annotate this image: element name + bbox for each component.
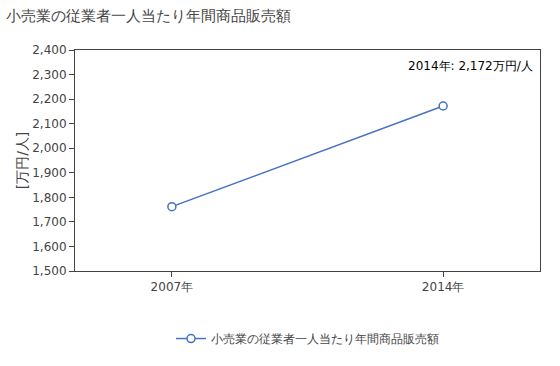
- svg-text:[万円/人]: [万円/人]: [14, 132, 30, 190]
- svg-text:小売業の従業者一人当たり年間商品販売額: 小売業の従業者一人当たり年間商品販売額: [211, 332, 439, 346]
- svg-text:1,500: 1,500: [32, 264, 66, 278]
- svg-text:2,000: 2,000: [32, 141, 66, 155]
- svg-text:小売業の従業者一人当たり年間商品販売額: 小売業の従業者一人当たり年間商品販売額: [6, 7, 291, 25]
- svg-text:2,100: 2,100: [32, 117, 66, 131]
- svg-text:2,200: 2,200: [32, 92, 66, 106]
- svg-text:2,300: 2,300: [32, 68, 66, 82]
- svg-text:1,900: 1,900: [32, 166, 66, 180]
- svg-text:1,600: 1,600: [32, 240, 66, 254]
- svg-text:1,700: 1,700: [32, 215, 66, 229]
- svg-text:2014年: 2,172万円/人: 2014年: 2,172万円/人: [408, 59, 533, 73]
- svg-text:2014年: 2014年: [422, 280, 465, 294]
- svg-text:2007年: 2007年: [151, 280, 194, 294]
- svg-text:2,400: 2,400: [32, 43, 66, 57]
- svg-text:1,800: 1,800: [32, 191, 66, 205]
